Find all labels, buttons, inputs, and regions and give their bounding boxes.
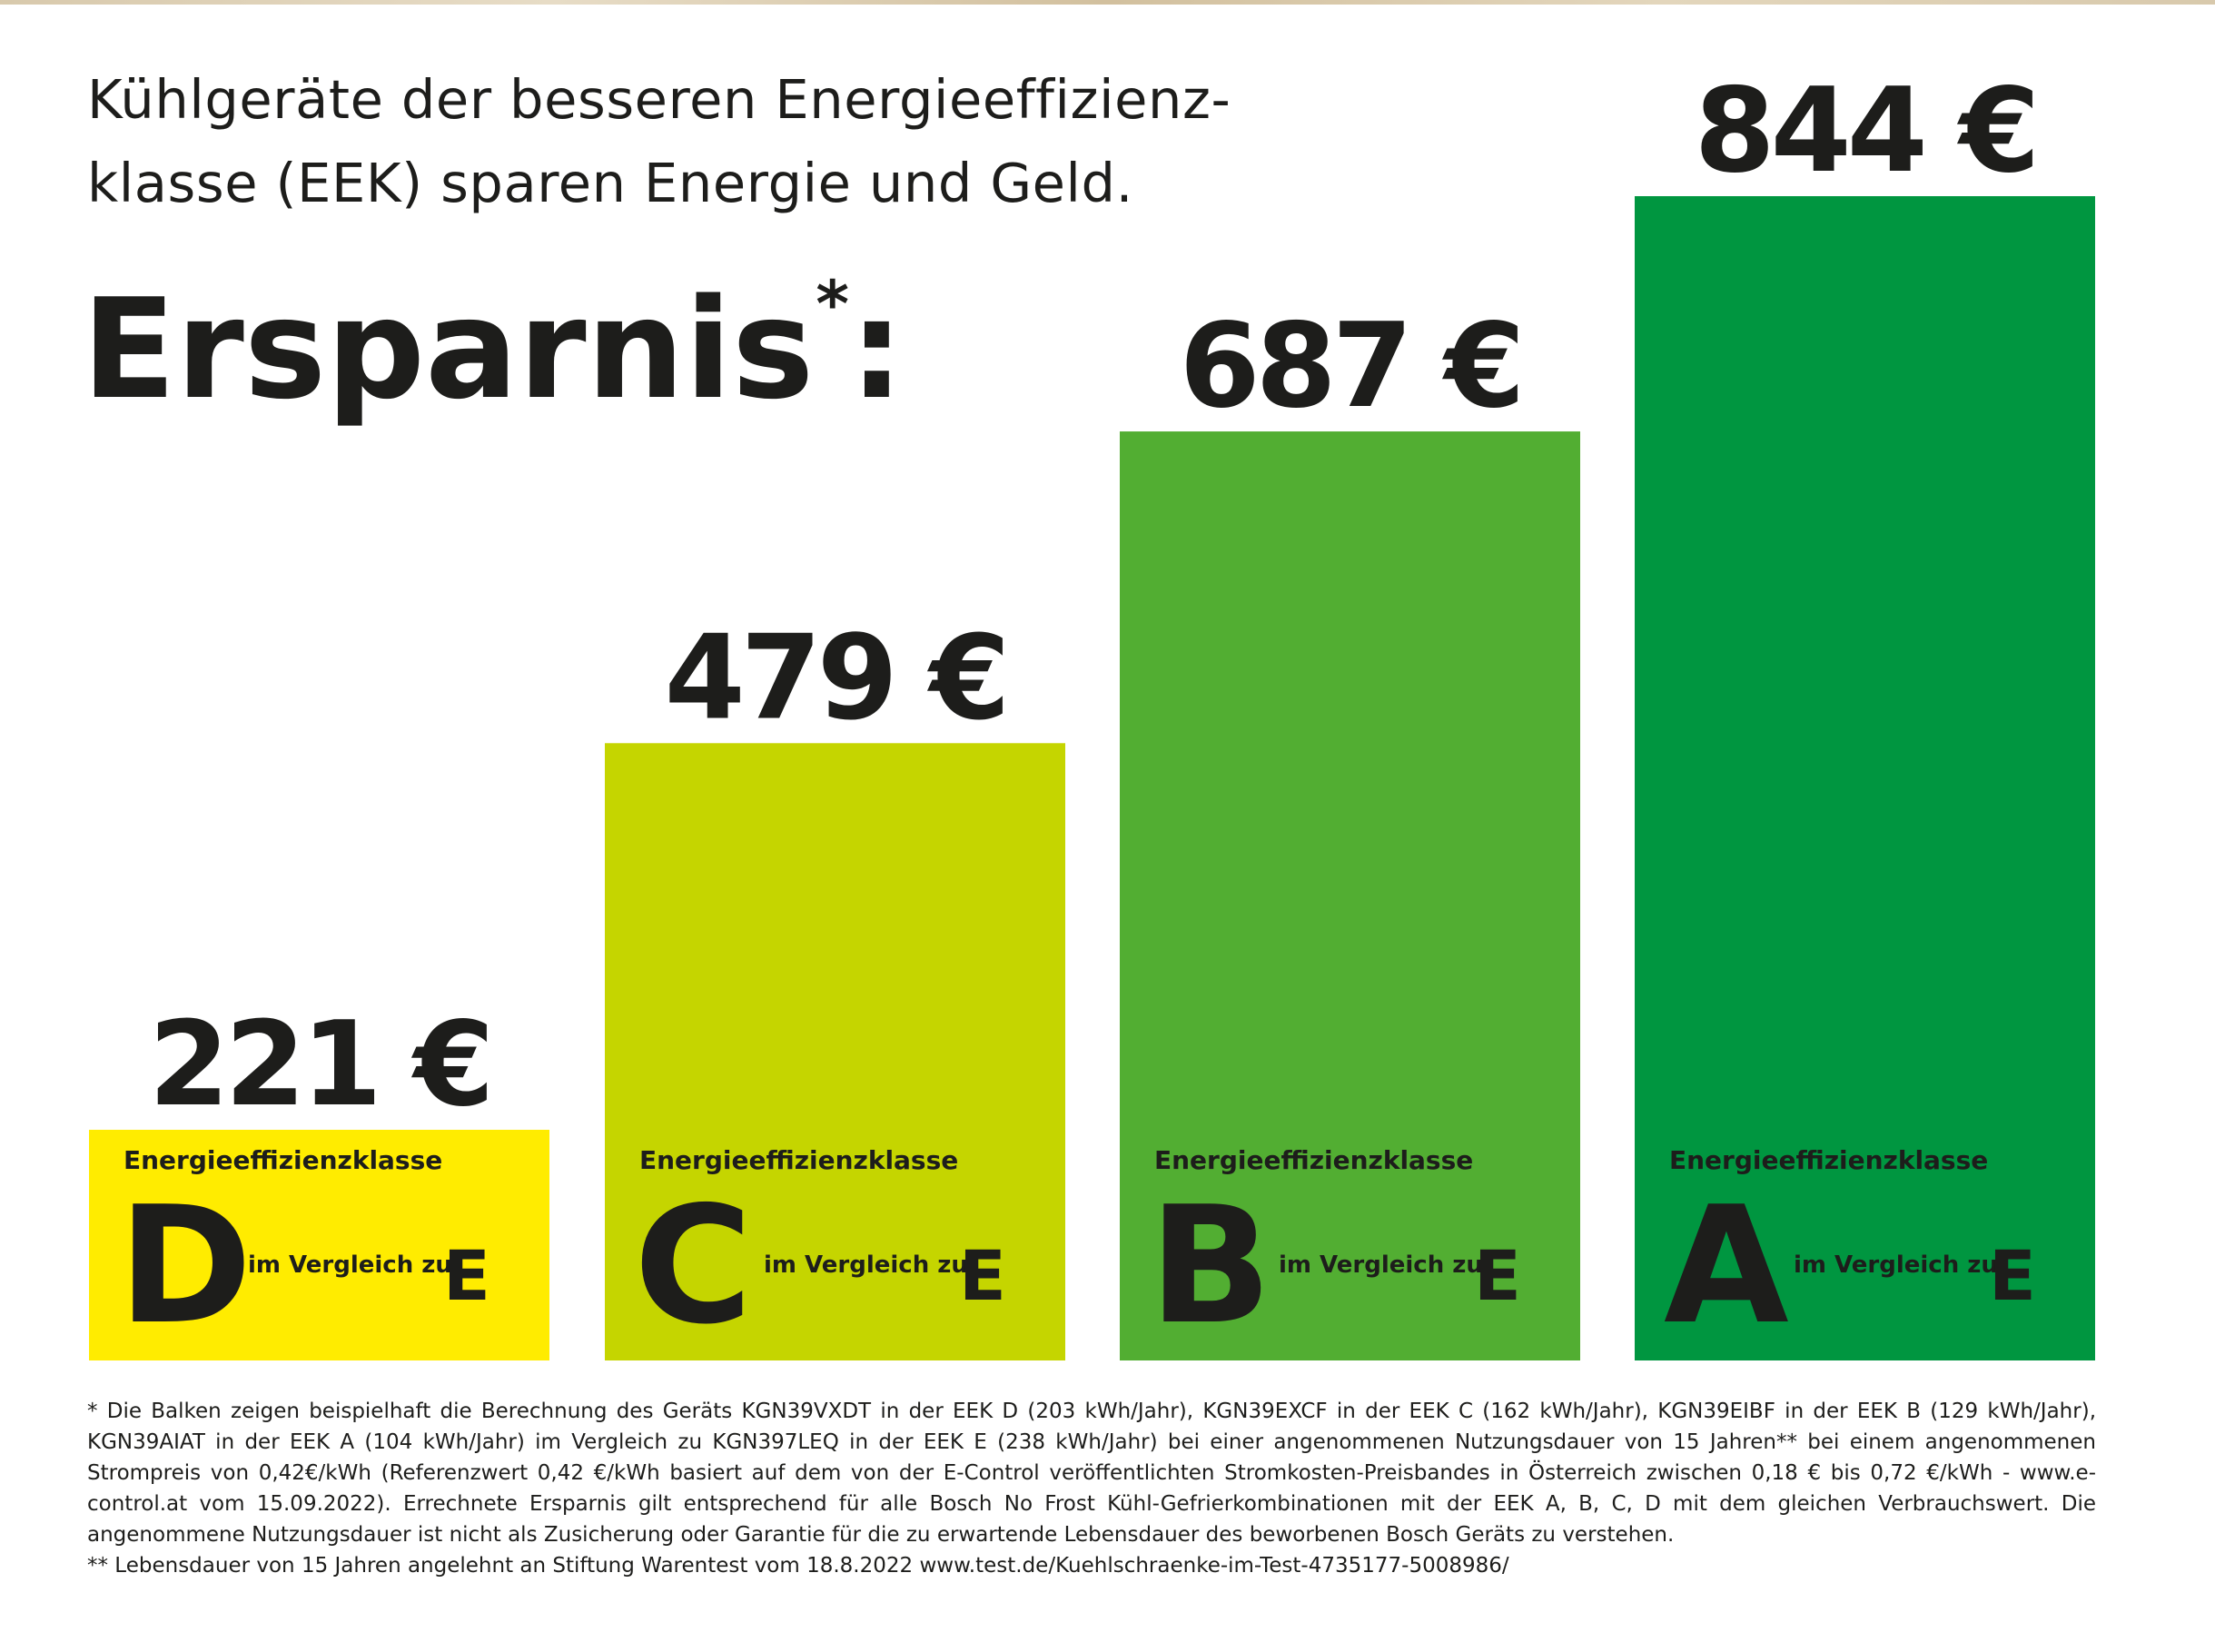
comparison-label-b: im Vergleich zu xyxy=(1279,1251,1483,1279)
comparison-label-a: im Vergleich zu xyxy=(1794,1251,1998,1279)
class-letter-c: C xyxy=(634,1172,749,1360)
class-label-d: Energieeffizienzklasse xyxy=(124,1145,442,1175)
reference-class-c: E xyxy=(959,1235,1006,1316)
footnote-1: * Die Balken zeigen beispielhaft die Ber… xyxy=(87,1400,2096,1547)
intro-text: Kühlgeräte der besseren Energieeffizienz… xyxy=(87,58,1295,225)
class-letter-d: D xyxy=(118,1172,249,1360)
footnote-2: ** Lebensdauer von 15 Jahren angelehnt a… xyxy=(87,1554,1509,1578)
comparison-label-c: im Vergleich zu xyxy=(764,1251,968,1279)
comparison-label-d: im Vergleich zu xyxy=(248,1251,452,1279)
bar-d xyxy=(89,1130,549,1360)
chart-title-text: Ersparnis xyxy=(82,269,815,430)
class-label-b: Energieeffizienzklasse xyxy=(1154,1145,1473,1175)
footnotes: * Die Balken zeigen beispielhaft die Ber… xyxy=(87,1396,2096,1581)
class-label-a: Energieeffizienzklasse xyxy=(1669,1145,1988,1175)
value-label-c: 479 € xyxy=(665,610,1006,746)
chart-title-colon: : xyxy=(849,269,905,430)
reference-class-a: E xyxy=(1989,1235,2036,1316)
bar-c xyxy=(605,743,1065,1360)
bar-a xyxy=(1635,196,2095,1360)
value-label-b: 687 € xyxy=(1180,299,1521,434)
class-letter-a: A xyxy=(1664,1172,1788,1360)
class-letter-b: B xyxy=(1149,1172,1269,1360)
reference-class-b: E xyxy=(1474,1235,1521,1316)
reference-class-d: E xyxy=(443,1235,490,1316)
bar-b xyxy=(1120,431,1580,1360)
chart-title: Ersparnis*: xyxy=(82,272,905,419)
intro-line-1: Kühlgeräte der besseren Energieeffizienz… xyxy=(87,68,1231,131)
chart-title-asterisk: * xyxy=(816,267,849,341)
value-label-d: 221 € xyxy=(149,997,490,1133)
class-label-c: Energieeffizienzklasse xyxy=(639,1145,958,1175)
top-decor-strip xyxy=(0,0,2215,5)
value-label-a: 844 € xyxy=(1695,64,2036,199)
intro-line-2: klasse (EEK) sparen Energie und Geld. xyxy=(87,152,1133,214)
